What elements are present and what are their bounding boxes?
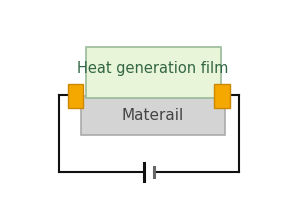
Bar — [81, 96, 225, 135]
Bar — [86, 47, 220, 97]
Bar — [68, 84, 84, 108]
Text: Materail: Materail — [122, 108, 184, 123]
Text: Heat generation film: Heat generation film — [77, 61, 229, 76]
Bar — [214, 84, 230, 108]
